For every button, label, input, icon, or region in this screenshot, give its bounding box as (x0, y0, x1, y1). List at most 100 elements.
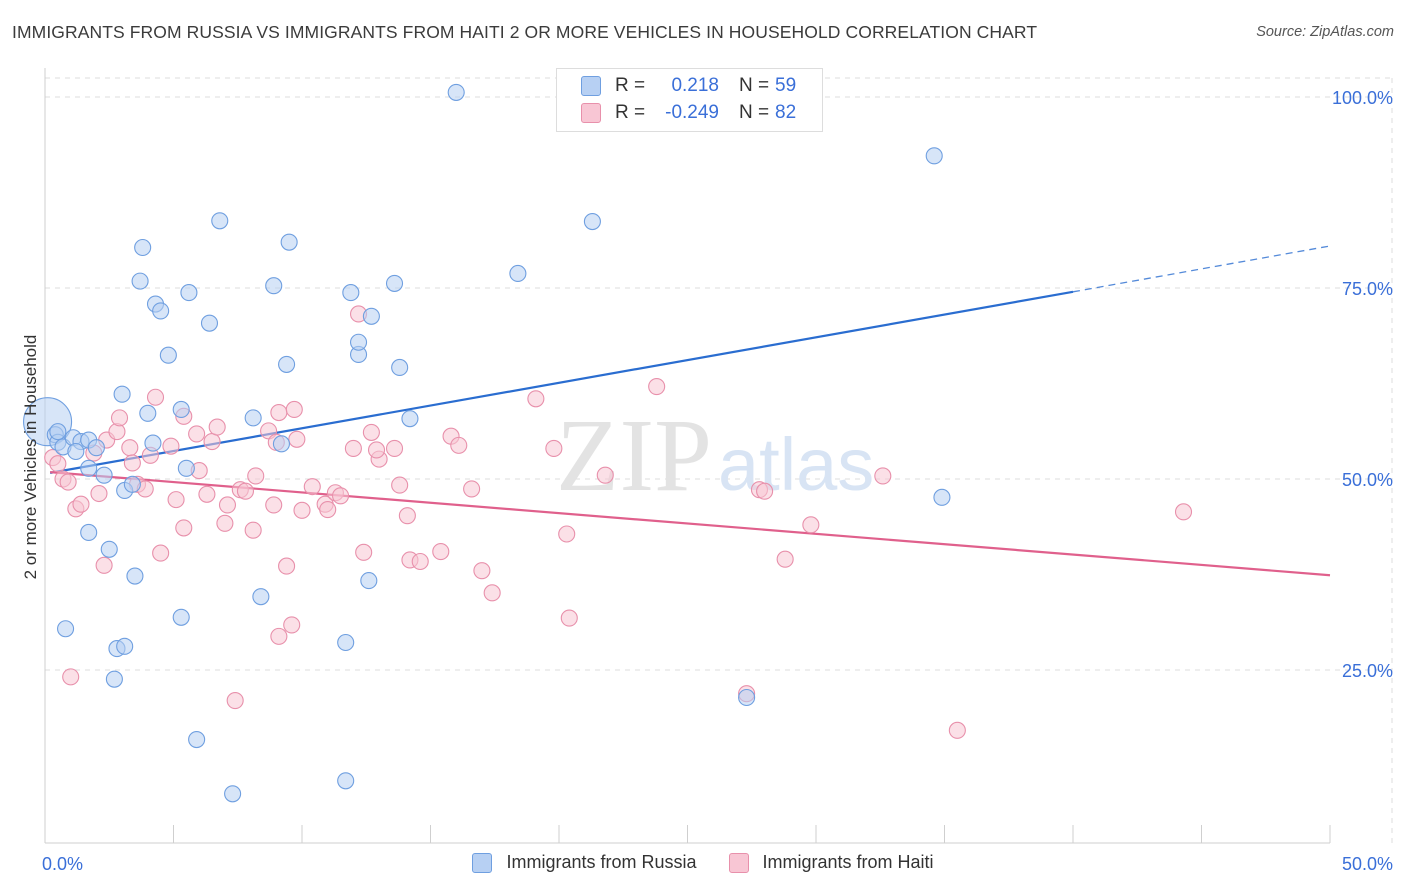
stats-legend: R = 0.218 N = 59 R = -0.249 N = 82 (556, 68, 823, 132)
data-point-russia (95, 466, 113, 484)
data-point-haiti (776, 550, 794, 568)
data-point-haiti (72, 495, 90, 513)
chart-title: IMMIGRANTS FROM RUSSIA VS IMMIGRANTS FRO… (12, 22, 1038, 42)
data-point-haiti (1174, 503, 1193, 521)
data-point-haiti (110, 409, 129, 427)
data-point-haiti (385, 439, 404, 457)
data-point-haiti (152, 544, 170, 562)
data-point-russia (87, 439, 105, 457)
data-point-russia (360, 572, 378, 590)
legend-n-value: 59 (775, 75, 797, 96)
data-point-russia (278, 355, 296, 373)
data-point-russia (224, 785, 242, 803)
data-point-russia (272, 435, 290, 453)
data-point-haiti (558, 525, 576, 543)
data-point-russia (116, 637, 134, 655)
trend-line-russia-extension (1072, 245, 1331, 293)
data-point-haiti (288, 430, 306, 448)
data-point-haiti (283, 616, 301, 634)
data-point-haiti (236, 482, 255, 500)
data-point-haiti (62, 668, 80, 686)
data-point-haiti (319, 501, 337, 519)
x-tick-label: 0.0% (42, 854, 83, 874)
data-point-russia (100, 540, 118, 558)
data-point-russia (509, 264, 527, 283)
data-point-haiti (463, 480, 481, 498)
data-point-haiti (203, 433, 221, 451)
data-point-russia (933, 488, 951, 506)
data-point-russia (265, 277, 283, 295)
data-point-haiti (874, 467, 892, 485)
legend-n-label: N = (739, 75, 770, 96)
data-point-haiti (121, 439, 139, 457)
legend-swatch-haiti (581, 103, 601, 123)
data-point-russia (172, 400, 190, 419)
data-point-russia (67, 442, 85, 461)
data-point-haiti (270, 627, 288, 645)
legend-r-label: R = (615, 75, 646, 96)
data-point-russia (57, 620, 75, 638)
y-tick-label: 75.0% (1342, 279, 1393, 299)
data-point-russia (172, 608, 190, 626)
data-point-russia (144, 434, 162, 452)
data-point-russia (211, 212, 229, 230)
data-point-haiti (648, 378, 666, 396)
data-point-haiti (527, 390, 545, 408)
series-legend-russia[interactable]: Immigrants from Russia (472, 852, 697, 873)
data-point-haiti (244, 521, 262, 539)
source-label: Source: ZipAtlas.com (1256, 24, 1394, 40)
data-point-haiti (162, 437, 180, 455)
series-name-haiti: Immigrants from Haiti (762, 852, 934, 872)
data-point-haiti (473, 562, 491, 580)
data-point-russia (105, 670, 123, 688)
data-point-russia (180, 284, 198, 302)
data-point-haiti (146, 388, 165, 406)
data-point-russia (139, 404, 157, 422)
data-point-russia (159, 346, 177, 364)
data-point-haiti (756, 482, 774, 500)
data-point-russia (80, 523, 98, 542)
data-point-haiti (175, 519, 193, 537)
x-tick-label: 50.0% (1342, 854, 1393, 874)
data-point-haiti (303, 478, 321, 496)
data-point-russia (244, 409, 262, 427)
data-point-haiti (278, 557, 296, 575)
tick-labels: 25.0% 50.0% 75.0% 100.0% 0.0% 50.0% (42, 88, 1393, 874)
data-point-russia (349, 333, 368, 351)
data-point-russia (280, 233, 298, 251)
data-point-russia (200, 314, 219, 332)
data-point-russia (152, 302, 170, 320)
data-point-haiti (802, 516, 820, 534)
data-point-haiti (208, 418, 226, 436)
data-point-russia (738, 688, 756, 707)
data-point-haiti (483, 584, 501, 602)
data-point-russia (385, 274, 404, 292)
data-point-haiti (49, 455, 67, 473)
data-point-haiti (123, 454, 141, 472)
data-point-russia (401, 410, 419, 428)
data-point-haiti (95, 556, 113, 574)
points-haiti (44, 305, 1193, 739)
data-point-haiti (411, 552, 429, 571)
series-legend: Immigrants from Russia Immigrants from H… (0, 852, 1406, 873)
data-point-haiti (560, 609, 578, 627)
legend-n-value: 82 (775, 102, 797, 123)
y-tick-label: 50.0% (1342, 470, 1393, 490)
data-point-russia (447, 83, 465, 101)
data-point-haiti (355, 543, 373, 561)
watermark-zip: ZIP (556, 398, 712, 513)
data-point-russia (113, 385, 131, 403)
data-point-russia (123, 475, 141, 493)
trend-lines (49, 245, 1331, 577)
data-point-haiti (167, 491, 185, 509)
data-point-haiti (398, 507, 416, 525)
data-point-russia (337, 633, 355, 652)
data-point-haiti (391, 476, 409, 494)
series-legend-haiti[interactable]: Immigrants from Haiti (728, 852, 934, 873)
legend-n-label: N = (739, 102, 770, 123)
data-point-haiti (265, 496, 283, 514)
data-point-russia (134, 238, 152, 257)
legend-r-value: 0.218 (671, 75, 719, 96)
data-point-haiti (545, 439, 563, 457)
